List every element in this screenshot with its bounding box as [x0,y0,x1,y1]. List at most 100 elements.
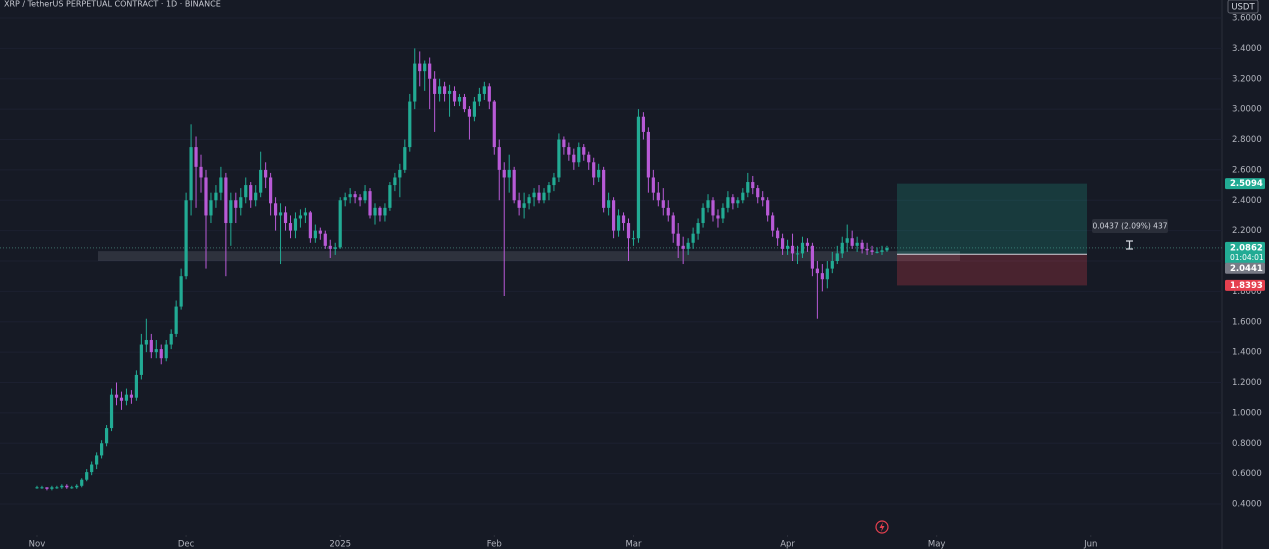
y-tick-label: 1.0000 [1232,408,1262,418]
candle-body [462,96,467,110]
candle-body [780,238,785,249]
stop-price-label: 1.8393 [1230,281,1263,291]
candle-body [731,197,735,204]
candle-body [865,248,869,251]
measure-box [1092,219,1168,233]
candle-body [587,154,591,163]
candle-body [174,306,178,334]
x-tick-label: May [928,540,946,549]
candle-body [537,192,541,201]
candle-body [418,63,422,72]
candle-body [736,200,740,204]
candle-body [676,233,680,246]
candle-body [830,261,834,269]
candle-body [567,147,571,155]
candle-body [790,245,795,254]
candle-body [269,177,273,204]
candle-body [343,197,347,201]
candle-body [308,212,312,239]
candle-body [517,200,521,208]
candle-body [641,116,646,132]
entry-price-label: 2.0441 [1230,264,1263,274]
candle-body [204,177,208,216]
candle-body [189,147,193,201]
candle-body [293,218,298,231]
candle-body [726,197,730,208]
candle-body [433,78,437,94]
candle-body [646,131,650,178]
candle-body [388,185,392,208]
y-tick-label: 0.8000 [1232,439,1262,449]
candle-body [820,273,824,280]
candle-body [164,344,168,359]
candle-body [776,230,780,239]
y-tick-label: 3.2000 [1232,74,1262,84]
candle-body [428,63,432,79]
candle-body [75,485,79,488]
candle-body [383,207,387,216]
candle-body [611,200,616,231]
y-tick-label: 1.4000 [1232,348,1262,358]
candle-body [472,101,477,117]
candle-body [85,472,89,480]
candle-body [621,215,626,224]
candle-body [353,194,357,198]
candle-body [393,177,397,186]
y-tick-label: 2.8000 [1232,135,1262,145]
candle-body [35,487,39,489]
candle-body [154,349,158,353]
candle-body [149,339,153,353]
candle-body [815,268,819,274]
candle-body [721,207,725,219]
candle-body [636,116,641,239]
candle-body [50,487,54,489]
candle-body [90,464,94,473]
candle-body [582,147,586,155]
candle-body [835,253,839,262]
y-tick-label: 2.4000 [1232,196,1262,206]
candle-body [572,154,576,163]
candle-body [482,86,486,94]
candle-body [452,90,457,102]
candle-body [408,101,412,148]
candle-body [810,245,815,269]
y-tick-label: 0.6000 [1232,469,1262,479]
candle-body [179,276,183,307]
candle-body [55,487,59,489]
candle-body [607,200,611,208]
candle-body [651,177,655,193]
candle-body [701,207,705,224]
candle-body [631,238,636,240]
candle-body [497,147,501,170]
x-tick-label: Jun [1083,540,1097,549]
candle-body [785,245,790,249]
candle-body [278,212,283,216]
candle-body [691,233,695,243]
candle-body [751,182,755,189]
candle-body [457,96,462,102]
x-tick-label: Nov [29,540,46,549]
loss-zone [897,254,1087,286]
candle-body [438,86,442,94]
candle-body [358,197,362,201]
candle-body [696,223,700,234]
x-tick-label: 2025 [329,540,351,549]
currency-label[interactable]: USDT [1231,3,1255,13]
candle-body [467,109,472,117]
candle-body [114,394,119,398]
candle-body [298,215,303,219]
candle-body [283,212,288,224]
candle-body [318,230,322,234]
candle-body [547,185,551,193]
candle-body [214,192,218,201]
candle-body [368,191,372,216]
candle-body [403,147,407,170]
candle-body [348,194,352,198]
y-tick-label: 3.6000 [1232,13,1262,23]
candle-body [616,215,621,231]
last-price-box [1225,241,1265,264]
candle-body [398,169,402,178]
candle-body [40,487,44,489]
candle-body [209,200,213,216]
